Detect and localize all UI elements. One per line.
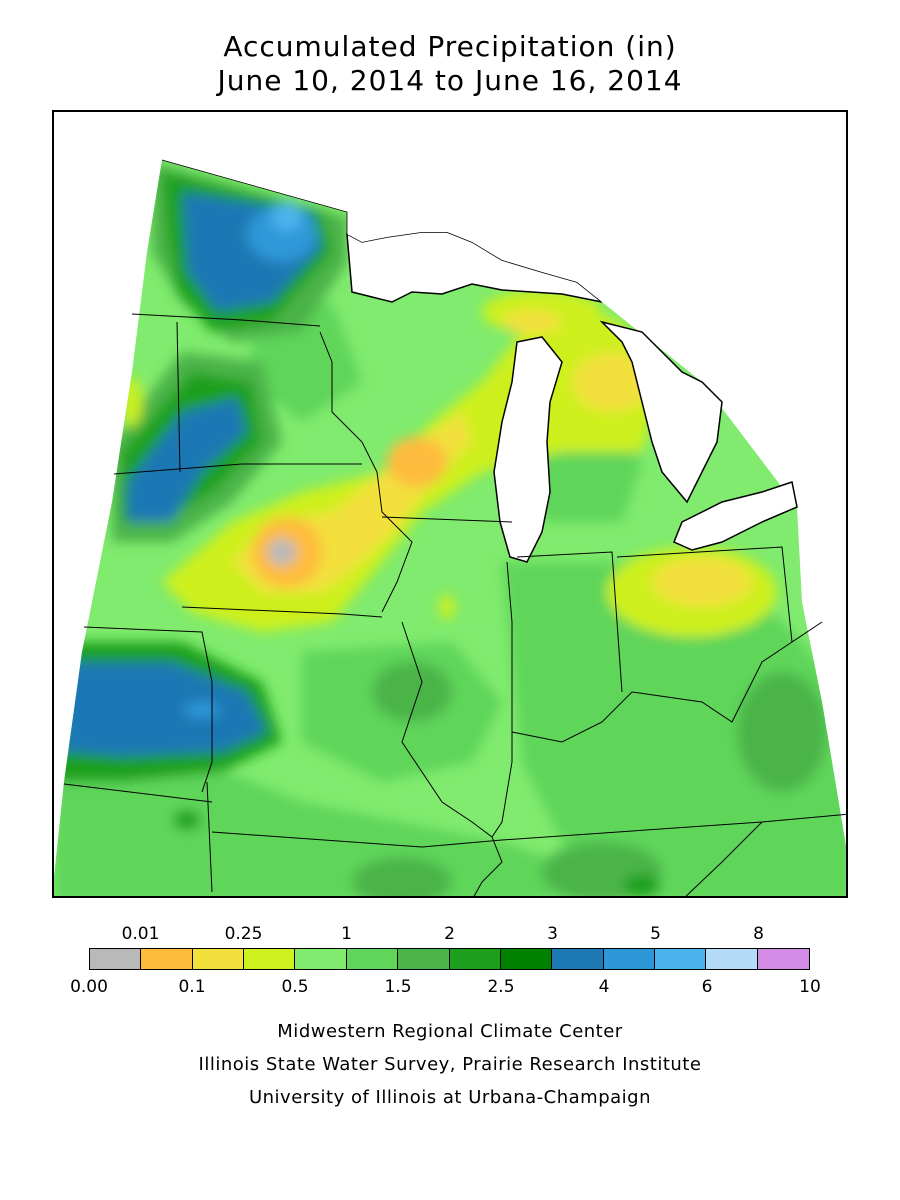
legend-swatch (706, 949, 758, 969)
legend-swatch (603, 949, 655, 969)
legend-tick-label: 0.5 (281, 977, 309, 997)
legend-swatch (192, 949, 245, 969)
legend-swatch (141, 949, 193, 969)
legend-tick-label: 2 (444, 924, 455, 944)
legend-tick-label: 4 (598, 977, 610, 997)
legend-swatch (552, 949, 604, 969)
legend-swatch (654, 949, 707, 969)
map-title: Accumulated Precipitation (in) (223, 30, 677, 63)
map-svg (54, 112, 846, 896)
great-lakes (346, 231, 798, 563)
legend-tick-label: 2.5 (487, 977, 515, 997)
state-borders (63, 313, 846, 896)
legend-tick-label: 10 (799, 977, 821, 997)
legend-swatch (90, 949, 142, 969)
credit-mrcc: Midwestern Regional Climate Center (277, 1021, 623, 1042)
legend-tick-label: 0.25 (224, 924, 263, 944)
legend-tick-label: 8 (753, 924, 764, 944)
legend-tick-label: 0.00 (70, 977, 108, 997)
credit-uiuc: University of Illinois at Urbana-Champai… (248, 1087, 652, 1108)
legend-tick-label: 1 (341, 924, 352, 944)
legend-swatch (398, 949, 450, 969)
legend-swatch (449, 949, 501, 969)
legend-tick-label: 6 (701, 977, 713, 997)
legend-tick-label: 0.01 (121, 924, 160, 944)
legend-swatch (757, 949, 810, 969)
legend-tick-label: 0.1 (178, 977, 206, 997)
precipitation-map (52, 110, 848, 898)
legend-top-labels: 0.01 0.25 1 2 3 5 8 (0, 0, 900, 944)
legend-color-bar (89, 948, 810, 970)
legend-tick-label: 1.5 (384, 977, 412, 997)
legend-swatch (346, 949, 399, 969)
map-date-range: June 10, 2014 to June 16, 2014 (217, 64, 683, 97)
legend-tick-label: 3 (547, 924, 558, 944)
legend-tick-label: 5 (650, 924, 661, 944)
legend-swatch (244, 949, 296, 969)
credit-isws: Illinois State Water Survey, Prairie Res… (198, 1054, 702, 1075)
legend-bottom-labels: 0.00 0.1 0.5 1.5 2.5 4 6 10 (0, 0, 900, 997)
legend-swatch (295, 949, 347, 969)
legend-swatch (500, 949, 553, 969)
